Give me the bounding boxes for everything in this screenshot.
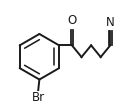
Text: Br: Br: [32, 91, 45, 104]
Text: O: O: [67, 14, 77, 27]
Text: N: N: [106, 16, 115, 29]
